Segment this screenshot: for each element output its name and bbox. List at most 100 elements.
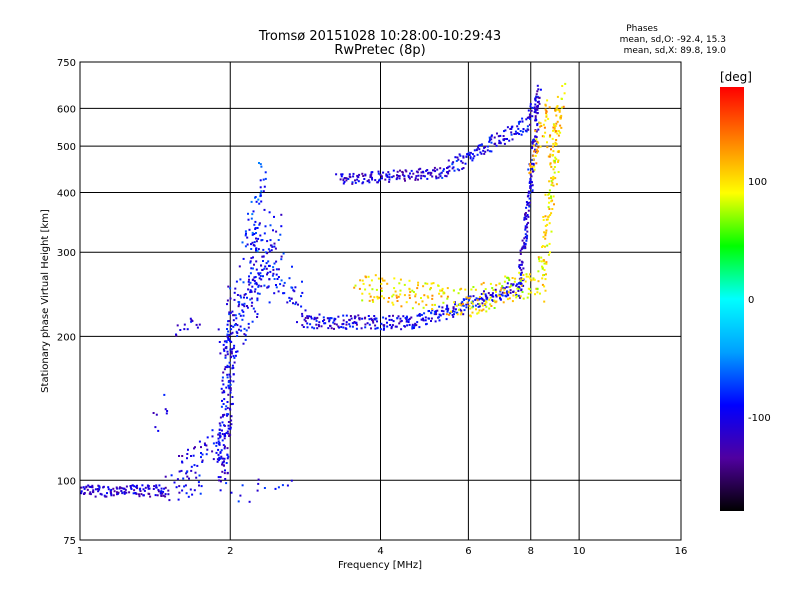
data-point-617 [259, 163, 262, 166]
data-point-941 [483, 290, 485, 293]
data-point-50 [113, 490, 116, 493]
data-point-760 [364, 323, 367, 326]
data-point-362 [226, 350, 229, 353]
data-point-96 [141, 484, 144, 487]
data-point-691 [317, 324, 320, 326]
data-point-286 [230, 415, 233, 418]
data-point-1732 [547, 215, 550, 218]
data-point-1582 [478, 302, 481, 305]
data-point-1336 [475, 149, 478, 152]
data-point-162 [178, 470, 181, 473]
data-point-1593 [482, 308, 485, 311]
data-point-1718 [548, 201, 550, 204]
data-point-978 [507, 294, 510, 297]
data-point-1412 [527, 109, 530, 112]
data-point-183 [205, 444, 208, 447]
data-point-246 [217, 433, 220, 436]
data-point-504 [249, 290, 252, 293]
data-point-576 [253, 223, 256, 226]
data-point-500 [251, 267, 254, 270]
data-point-1014 [518, 259, 521, 262]
data-point-141 [181, 489, 184, 492]
data-point-3 [80, 486, 83, 489]
data-point-720 [340, 326, 343, 328]
data-point-587 [255, 232, 257, 234]
data-point-955 [491, 294, 494, 297]
data-point-596 [250, 217, 253, 220]
data-point-1163 [351, 181, 354, 184]
data-point-1224 [399, 169, 401, 172]
data-point-57 [121, 491, 124, 494]
data-point-386 [241, 309, 244, 312]
data-point-1530 [431, 297, 434, 300]
data-point-1373 [503, 130, 505, 133]
data-point-1518 [427, 296, 430, 299]
data-point-1164 [352, 175, 355, 178]
data-point-1572 [468, 304, 471, 307]
data-point-1324 [472, 157, 475, 160]
data-point-292 [224, 408, 227, 411]
data-point-1209 [386, 175, 389, 178]
data-point-93 [142, 488, 145, 491]
data-point-294 [222, 414, 225, 416]
data-point-1523 [425, 303, 428, 306]
data-point-639 [280, 279, 283, 282]
data-point-646 [297, 303, 299, 306]
data-point-340 [223, 349, 226, 352]
data-point-804 [397, 315, 400, 318]
data-point-1165 [351, 182, 354, 185]
data-point-634 [272, 266, 275, 269]
data-point-1340 [484, 150, 487, 153]
data-point-1419 [528, 113, 531, 116]
x-tick-label-8: 8 [528, 546, 534, 557]
data-point-1199 [377, 170, 380, 173]
data-point-129 [164, 493, 167, 496]
data-point-1716 [548, 208, 551, 210]
data-point-363 [233, 344, 236, 347]
data-point-811 [400, 319, 403, 322]
data-point-1382 [510, 133, 513, 136]
data-point-947 [486, 296, 489, 299]
data-point-441 [239, 294, 242, 297]
data-point-1448 [364, 288, 367, 291]
data-point-786 [384, 317, 387, 320]
data-point-1399 [519, 120, 521, 123]
data-point-1386 [514, 130, 517, 133]
data-point-1482 [393, 287, 396, 290]
data-point-1545 [446, 295, 449, 298]
data-point-1002 [518, 296, 521, 299]
data-point-637 [291, 265, 293, 268]
data-point-889 [453, 313, 455, 316]
data-point-20 [94, 495, 97, 498]
data-point-1452 [368, 299, 371, 302]
data-point-361 [230, 332, 233, 335]
data-point-139 [182, 477, 185, 480]
data-point-1126 [534, 135, 537, 138]
data-point-1885 [189, 317, 192, 320]
data-point-998 [520, 289, 523, 292]
data-point-1058 [527, 209, 530, 212]
data-point-270 [229, 426, 232, 429]
data-point-1203 [379, 173, 382, 176]
data-point-594 [254, 220, 257, 223]
data-point-1383 [511, 138, 514, 141]
data-point-633 [273, 292, 276, 295]
data-point-301 [229, 387, 232, 390]
data-point-657 [294, 286, 297, 289]
data-point-136 [173, 481, 176, 484]
data-point-1856 [537, 146, 540, 149]
data-point-258 [224, 445, 226, 448]
data-point-1005 [517, 294, 520, 297]
data-point-75 [130, 488, 133, 490]
data-point-1380 [506, 138, 508, 140]
data-point-1468 [381, 279, 384, 282]
data-point-711 [330, 317, 333, 320]
data-point-818 [404, 317, 407, 319]
data-point-1256 [420, 171, 423, 174]
data-point-665 [292, 302, 294, 305]
data-point-1341 [483, 152, 486, 155]
data-point-1367 [499, 134, 502, 137]
data-point-824 [411, 327, 414, 330]
data-point-208 [227, 421, 230, 423]
data-point-972 [506, 290, 509, 293]
